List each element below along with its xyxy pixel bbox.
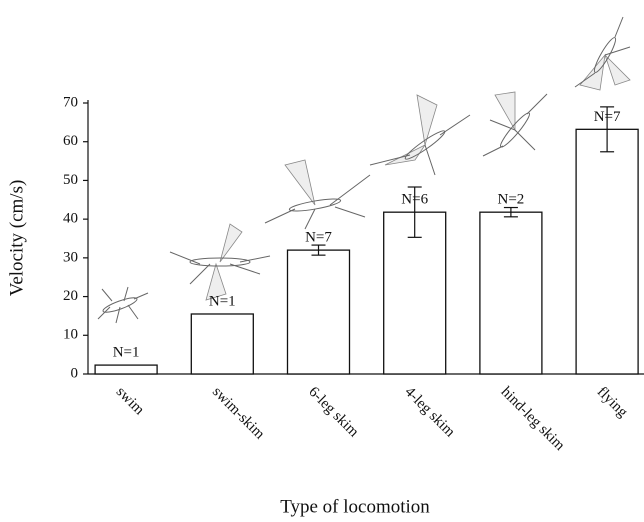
bar-label: N=2	[498, 192, 525, 208]
bar	[190, 313, 254, 375]
bar	[383, 211, 447, 375]
bar	[94, 364, 158, 375]
y-tick-label: 0	[71, 365, 79, 381]
insect-illustrations	[97, 16, 631, 324]
bar	[575, 128, 639, 375]
y-tick-label: 60	[63, 133, 78, 149]
error-bar	[600, 106, 615, 153]
bar	[479, 211, 543, 375]
bar-label: N=7	[305, 230, 332, 246]
x-axis-label: Type of locomotion	[280, 496, 430, 517]
y-tick-label: 10	[63, 327, 78, 343]
bar	[286, 249, 351, 375]
y-tick-label: 40	[63, 211, 78, 227]
x-tick-label: hind-leg skim	[498, 384, 568, 454]
x-tick-label: 6-leg skim	[305, 384, 362, 441]
x-tick-label: swim-skim	[209, 384, 268, 443]
bar-label: N=1	[209, 293, 236, 309]
y-tick-label: 20	[63, 288, 78, 304]
y-tick-label: 50	[63, 172, 78, 188]
x-tick-label: flying	[594, 384, 631, 421]
bar-label: N=7	[594, 109, 621, 125]
y-tick-label: 70	[63, 94, 78, 110]
error-bar	[407, 186, 422, 238]
y-tick-label: 30	[63, 249, 78, 265]
bar-label: N=1	[113, 345, 140, 361]
bar-label: N=6	[401, 192, 428, 208]
x-tick-label: swim	[113, 384, 148, 419]
error-bar	[311, 244, 326, 256]
error-bar	[503, 206, 518, 218]
x-tick-label: 4-leg skim	[401, 384, 458, 441]
y-axis-label: Velocity (cm/s)	[6, 180, 27, 297]
